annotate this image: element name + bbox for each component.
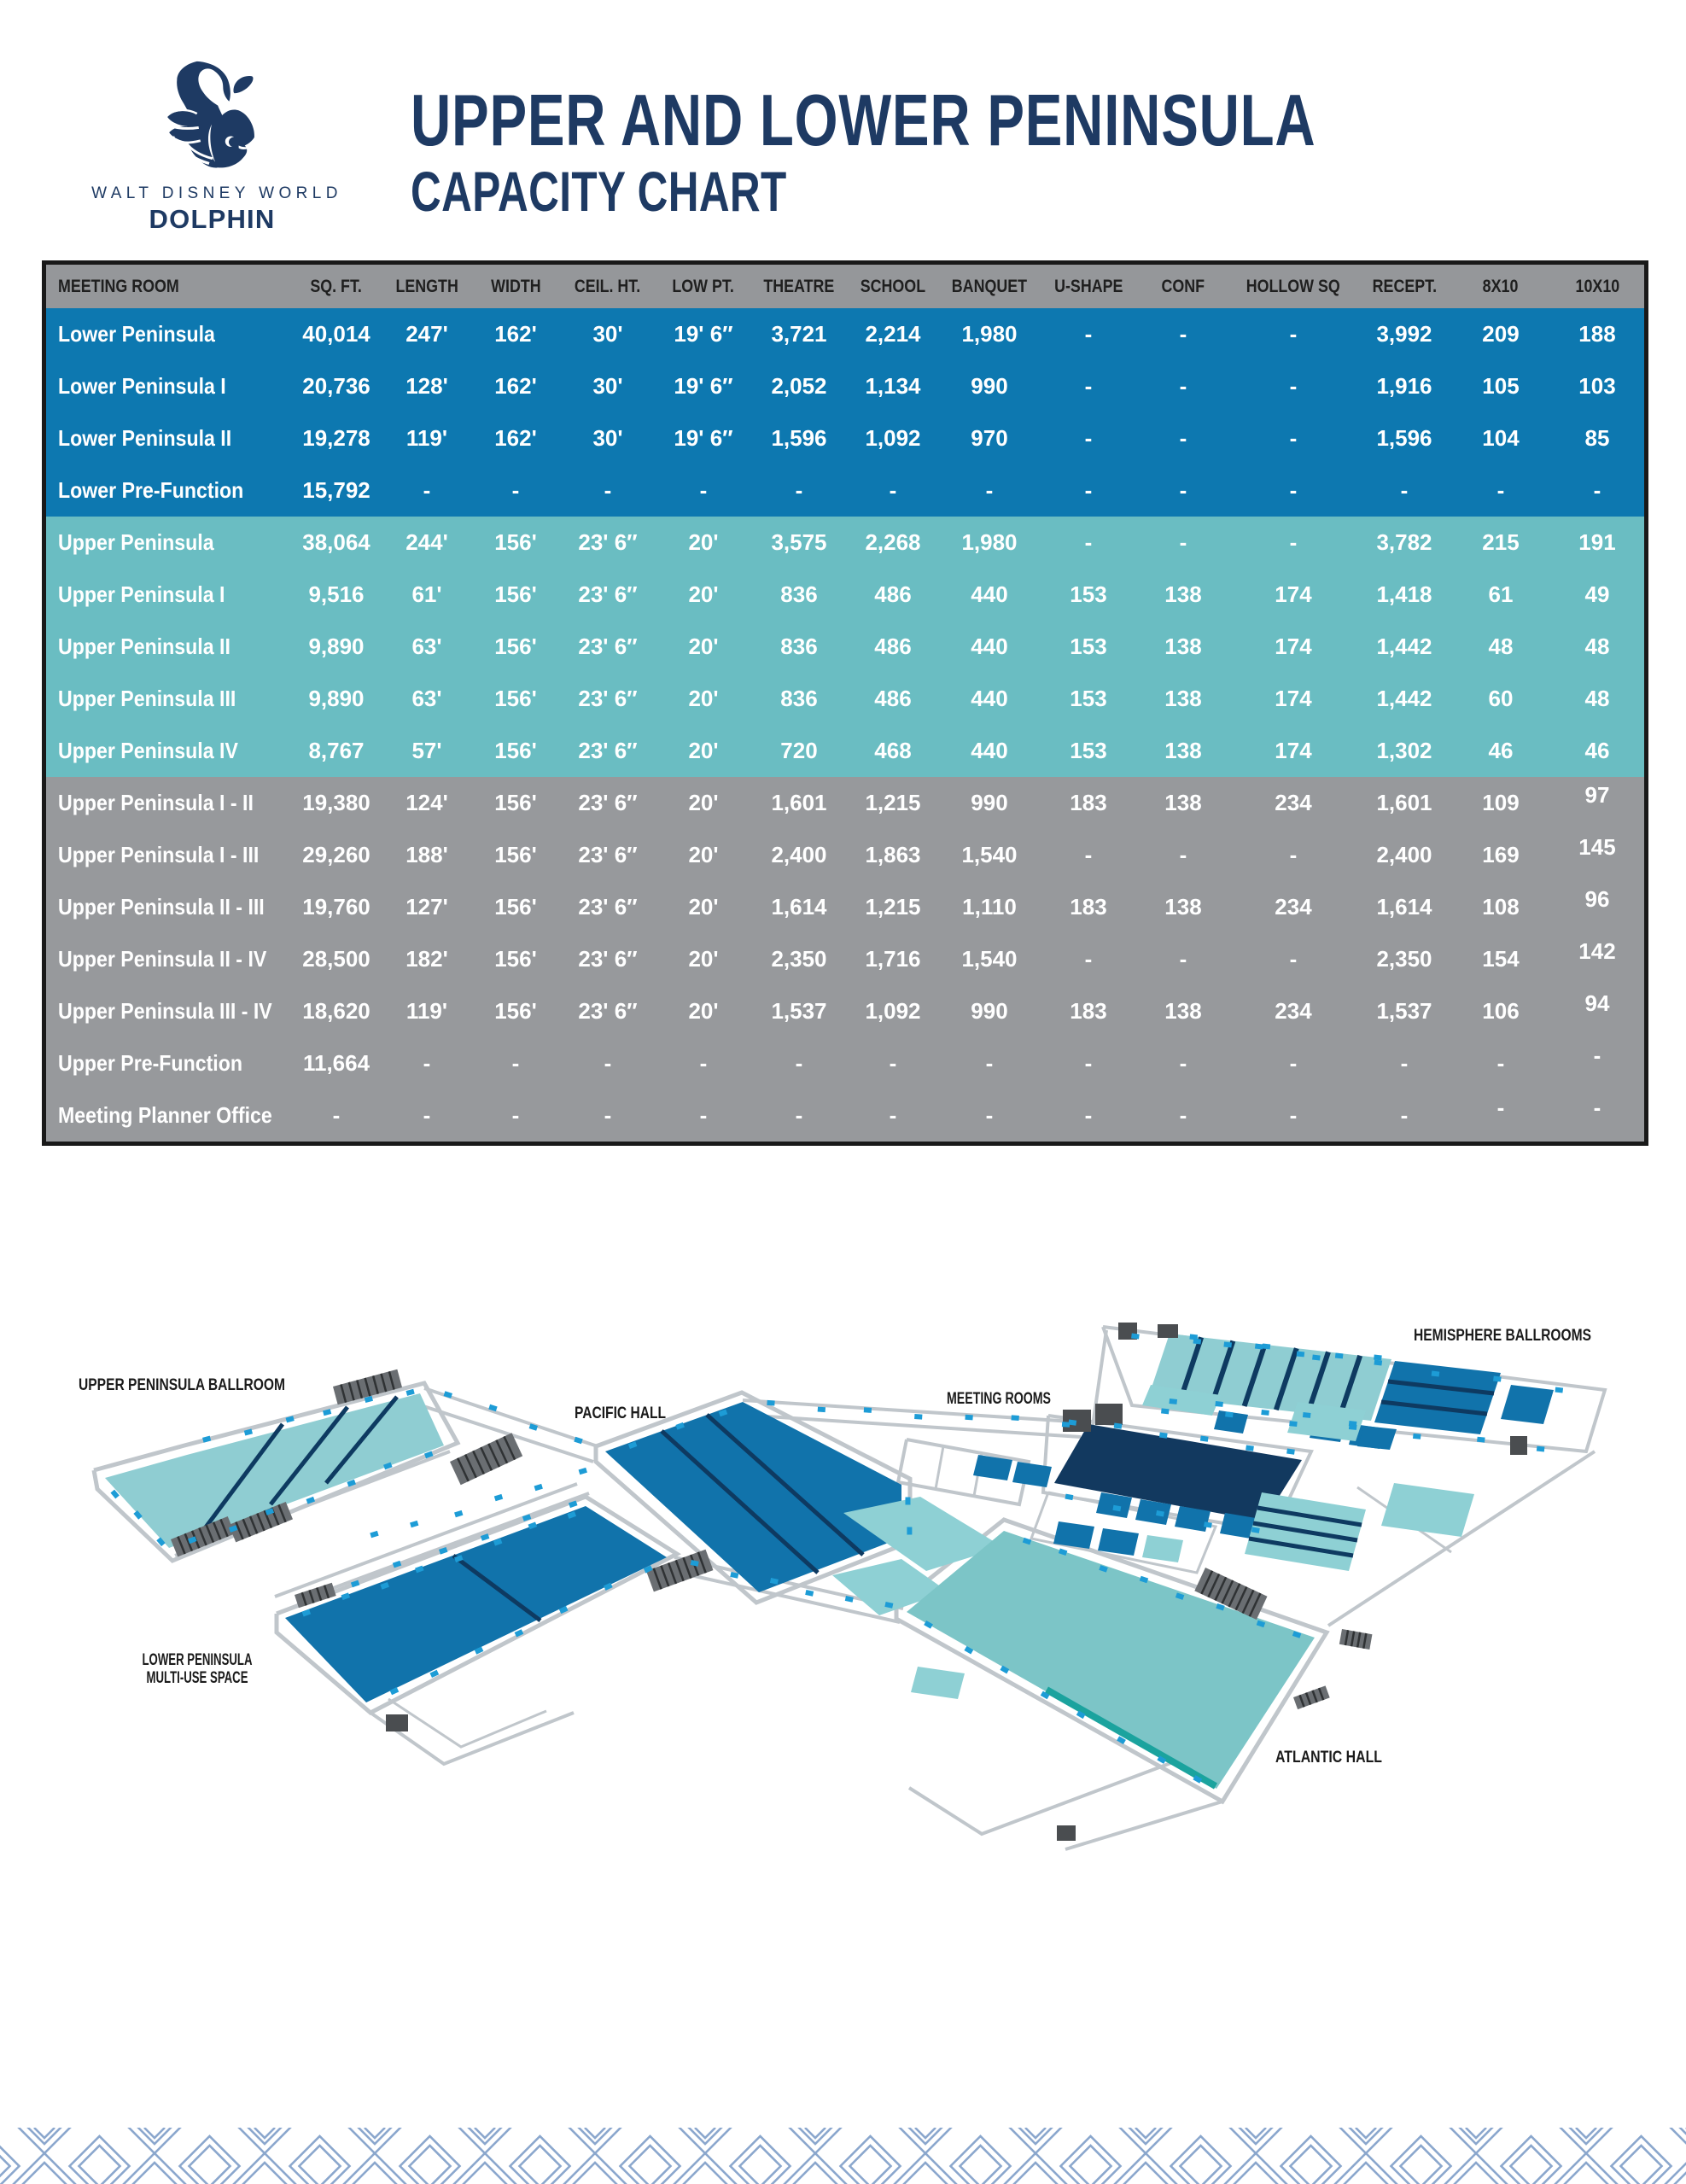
svg-text:PACIFIC HALL: PACIFIC HALL (575, 1404, 666, 1422)
svg-text:HEMISPHERE BALLROOMS: HEMISPHERE BALLROOMS (1414, 1326, 1591, 1345)
svg-text:ATLANTIC HALL: ATLANTIC HALL (1275, 1748, 1382, 1766)
svg-text:MEETING ROOMS: MEETING ROOMS (947, 1389, 1051, 1408)
svg-text:MULTI-USE SPACE: MULTI-USE SPACE (147, 1668, 248, 1687)
svg-text:UPPER PENINSULA BALLROOM: UPPER PENINSULA BALLROOM (79, 1375, 285, 1394)
svg-text:LOWER PENINSULA: LOWER PENINSULA (143, 1650, 253, 1669)
